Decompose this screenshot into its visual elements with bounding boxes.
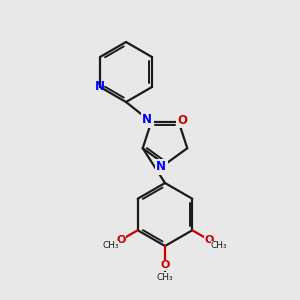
Text: O: O bbox=[205, 235, 214, 245]
Text: O: O bbox=[116, 235, 125, 245]
Text: O: O bbox=[160, 260, 170, 271]
Text: N: N bbox=[156, 160, 166, 173]
Text: CH₃: CH₃ bbox=[102, 241, 119, 250]
Text: O: O bbox=[178, 114, 188, 127]
Text: CH₃: CH₃ bbox=[211, 241, 228, 250]
Text: N: N bbox=[95, 80, 105, 94]
Text: CH₃: CH₃ bbox=[157, 273, 173, 282]
Text: N: N bbox=[142, 113, 152, 126]
